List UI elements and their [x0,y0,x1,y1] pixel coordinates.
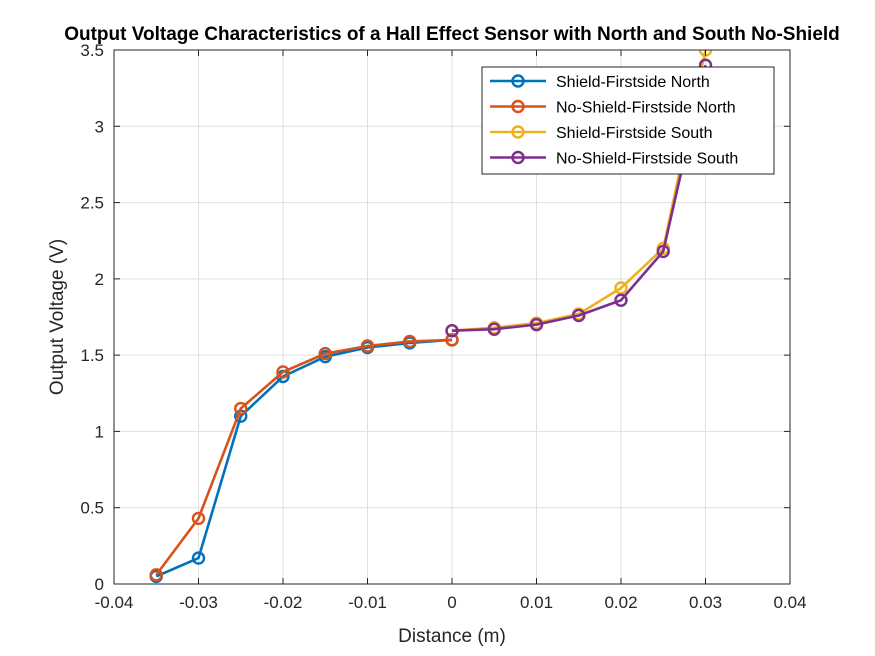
data-point [529,317,544,332]
legend-entry: No-Shield-Firstside South [490,151,738,168]
x-tick-label: 0.03 [689,593,722,612]
y-tick-label: 0.5 [80,499,104,518]
x-tick-label: -0.01 [348,593,387,612]
series-4 [445,58,713,338]
data-point [403,334,417,349]
x-tick-label: -0.04 [95,593,134,612]
data-point [149,568,163,582]
data-point [656,244,670,259]
series-2 [149,333,459,582]
y-tick-label: 2 [95,270,104,289]
data-point [614,293,628,307]
legend-label: No-Shield-Firstside North [556,100,736,117]
data-point [445,333,459,347]
x-tick-label: 0.02 [604,593,637,612]
series-line [451,64,707,333]
x-tick-label: -0.02 [264,593,303,612]
legend: Shield-Firstside North No-Shield-Firstsid… [481,66,775,175]
data-point [276,365,290,379]
legend-swatch-marker [511,99,525,114]
legend-label: Shield-Firstside South [556,125,713,142]
data-point [445,324,459,338]
series-layer [149,50,713,584]
legend-entry: No-Shield-Firstside North [490,100,736,117]
legend-label: Shield-Firstside North [556,74,710,91]
legend-entry: Shield-Firstside South [490,125,713,142]
y-tick-label: 2.5 [80,194,104,213]
data-point [614,281,628,295]
y-tick-label: 1.5 [80,346,104,365]
y-tick-label: 1 [95,422,104,441]
chart-title: Output Voltage Characteristics of a Hall… [64,24,840,45]
tick-labels: -0.04 -0.03 -0.02 -0.01 0 0.01 0.02 0.03 0.04 0 0.… [80,41,806,612]
axis-ticks [113,49,791,585]
x-axis-label: Distance (m) [398,626,506,647]
data-point [191,551,206,565]
legend-swatch-marker [511,74,525,88]
x-tick-label: -0.03 [179,593,218,612]
legend-swatch-marker [511,150,525,165]
legend-box [481,66,775,175]
data-point [572,308,586,323]
series-line [155,338,453,578]
y-tick-label: 0 [95,575,104,594]
data-point [318,346,332,361]
x-tick-label: 0.04 [773,593,806,612]
data-point [487,322,501,336]
y-tick-label: 3 [95,117,104,136]
legend-entry: Shield-Firstside North [490,74,710,91]
x-tick-label: 0.01 [520,593,553,612]
data-point [360,339,375,353]
legend-label: No-Shield-Firstside South [556,151,738,168]
data-point [234,401,248,416]
legend-swatch-marker [511,125,525,139]
data-point [191,511,206,526]
series-line [155,338,453,576]
y-axis-label: Output Voltage (V) [47,239,68,395]
x-tick-label: 0 [447,593,456,612]
y-tick-label: 3.5 [80,41,104,60]
